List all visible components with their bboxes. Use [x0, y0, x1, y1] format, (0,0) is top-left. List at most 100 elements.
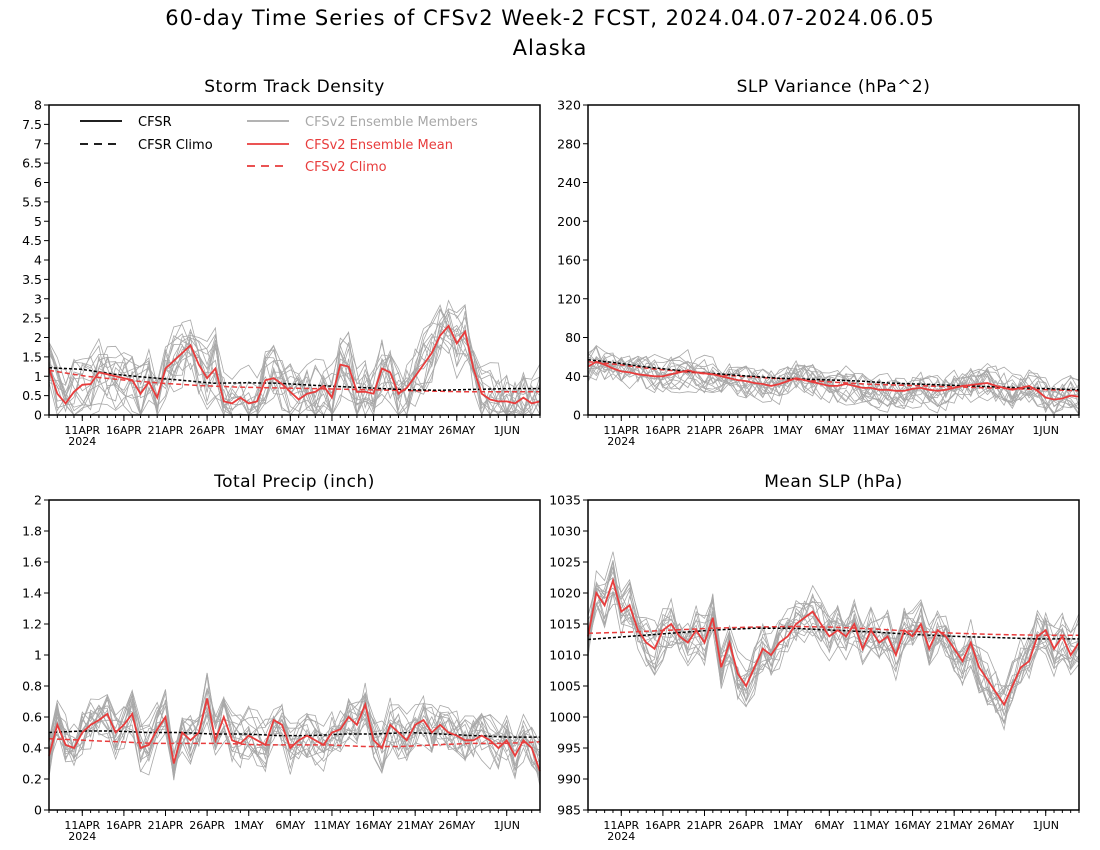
x-tick-label: 11MAY	[314, 424, 351, 437]
x-tick-label: 11MAY	[853, 819, 890, 832]
y-tick-label: 1005	[549, 679, 581, 694]
x-tick-label: 11APR	[603, 819, 639, 832]
x-tick-label: 6MAY	[275, 819, 305, 832]
x-year-label: 2024	[68, 830, 96, 843]
x-tick-label: 1JUN	[493, 819, 520, 832]
y-tick-label: 5	[34, 214, 42, 229]
y-tick-label: 0	[573, 408, 581, 423]
y-tick-label: 1	[34, 648, 42, 663]
y-tick-label: 240	[557, 175, 581, 190]
y-tick-label: 1035	[549, 493, 581, 508]
ensemble-mean-line	[48, 324, 541, 405]
ensemble-member-line	[48, 689, 541, 772]
x-tick-label: 16MAY	[355, 819, 392, 832]
ensemble-member-line	[587, 570, 1080, 731]
chart-title: Mean SLP (hPa)	[764, 472, 903, 492]
chart-title: Total Precip (inch)	[213, 472, 375, 492]
ensemble-member-line	[48, 331, 541, 417]
ensemble-mean-line	[587, 577, 1080, 707]
ensemble-member-line	[587, 566, 1080, 707]
ensemble-member-line	[587, 361, 1080, 407]
y-tick-label: 160	[557, 253, 581, 268]
x-tick-label: 1JUN	[493, 424, 520, 437]
ensemble-member-line	[587, 582, 1080, 717]
ensemble-member-line	[48, 327, 541, 417]
y-tick-label: 80	[565, 330, 581, 345]
y-tick-label: 40	[565, 369, 581, 384]
y-tick-label: 0	[34, 408, 42, 423]
ensemble-member-line	[48, 304, 541, 417]
legend-label: CFSR Climo	[138, 138, 213, 153]
x-tick-label: 26MAY	[438, 424, 475, 437]
x-tick-label: 26MAY	[438, 819, 475, 832]
x-tick-label: 11APR	[64, 424, 100, 437]
y-tick-label: 6	[34, 175, 42, 190]
ensemble-member-line	[48, 313, 541, 417]
ensemble-member-line	[587, 355, 1080, 416]
y-tick-label: 1.5	[22, 349, 42, 364]
ensemble-mean-line	[587, 360, 1080, 401]
y-tick-label: 1025	[549, 555, 581, 570]
ensemble-member-line	[48, 672, 541, 778]
cfsv2-climo-line	[587, 360, 1080, 392]
chart-panel-4: Mean SLP (hPa) 985 990 995 1000 1005 1010 1015 1…	[549, 472, 1080, 843]
x-tick-label: 1MAY	[773, 819, 803, 832]
y-tick-label: 1	[34, 369, 42, 384]
plot-frame	[48, 499, 541, 811]
x-tick-label: 21MAY	[936, 819, 973, 832]
ensemble-member-line	[48, 689, 541, 778]
y-tick-label: 1.4	[22, 586, 42, 601]
y-tick-label: 0	[34, 803, 42, 818]
y-tick-label: 320	[557, 98, 581, 113]
x-tick-label: 16MAY	[894, 424, 931, 437]
y-tick-label: 0.5	[22, 388, 42, 403]
chart-title: SLP Variance (hPa^2)	[737, 77, 931, 97]
y-tick-label: 995	[557, 741, 581, 756]
ensemble-member-line	[587, 355, 1080, 410]
y-tick-label: 3.5	[22, 272, 42, 287]
x-tick-label: 16APR	[645, 819, 681, 832]
page-subtitle: Alaska	[512, 36, 588, 60]
ensemble-member-line	[587, 356, 1080, 414]
y-tick-label: 2	[34, 330, 42, 345]
y-tick-label: 6.5	[22, 156, 42, 171]
ensemble-member-line	[48, 689, 541, 776]
y-tick-label: 1.2	[22, 617, 42, 632]
y-tick-label: 200	[557, 214, 581, 229]
y-tick-label: 3	[34, 291, 42, 306]
ensemble-member-line	[48, 316, 540, 417]
ensemble-member-line	[48, 325, 541, 416]
y-tick-label: 1020	[549, 586, 581, 601]
x-tick-label: 26APR	[728, 424, 764, 437]
legend-label: CFSR	[138, 115, 172, 130]
x-tick-label: 21APR	[148, 424, 184, 437]
ensemble-member-line	[48, 688, 541, 779]
y-tick-label: 0.2	[22, 772, 42, 787]
ensemble-member-line	[48, 692, 541, 778]
x-year-label: 2024	[607, 830, 635, 843]
x-tick-label: 16MAY	[355, 424, 392, 437]
x-tick-label: 21MAY	[936, 424, 973, 437]
cfsv2-climo-line	[587, 625, 1079, 636]
x-tick-label: 11APR	[64, 819, 100, 832]
x-tick-label: 1JUN	[1032, 424, 1059, 437]
y-tick-label: 0.8	[22, 679, 42, 694]
x-tick-label: 11MAY	[853, 424, 890, 437]
x-tick-label: 21APR	[687, 424, 723, 437]
x-tick-label: 26APR	[189, 424, 225, 437]
x-tick-label: 16APR	[106, 424, 142, 437]
ensemble-member-line	[48, 308, 540, 417]
x-tick-label: 6MAY	[275, 424, 305, 437]
y-tick-label: 1030	[549, 524, 581, 539]
x-tick-label: 21MAY	[397, 819, 434, 832]
ensemble-member-line	[48, 675, 541, 770]
legend: CFSR CFSR Climo CFSv2 Ensemble Members CFSv…	[80, 115, 478, 175]
y-tick-label: 280	[557, 136, 581, 151]
y-tick-label: 0.4	[22, 741, 42, 756]
y-tick-label: 2.5	[22, 311, 42, 326]
ensemble-mean-line	[48, 698, 541, 772]
x-year-label: 2024	[68, 435, 96, 448]
x-tick-label: 16APR	[645, 424, 681, 437]
legend-label: CFSv2 Ensemble Mean	[305, 138, 453, 153]
chart-panel-3: Total Precip (inch) 0 0.2 0.4 0.6 0.8 1 1.2 1.4 1…	[22, 472, 541, 843]
